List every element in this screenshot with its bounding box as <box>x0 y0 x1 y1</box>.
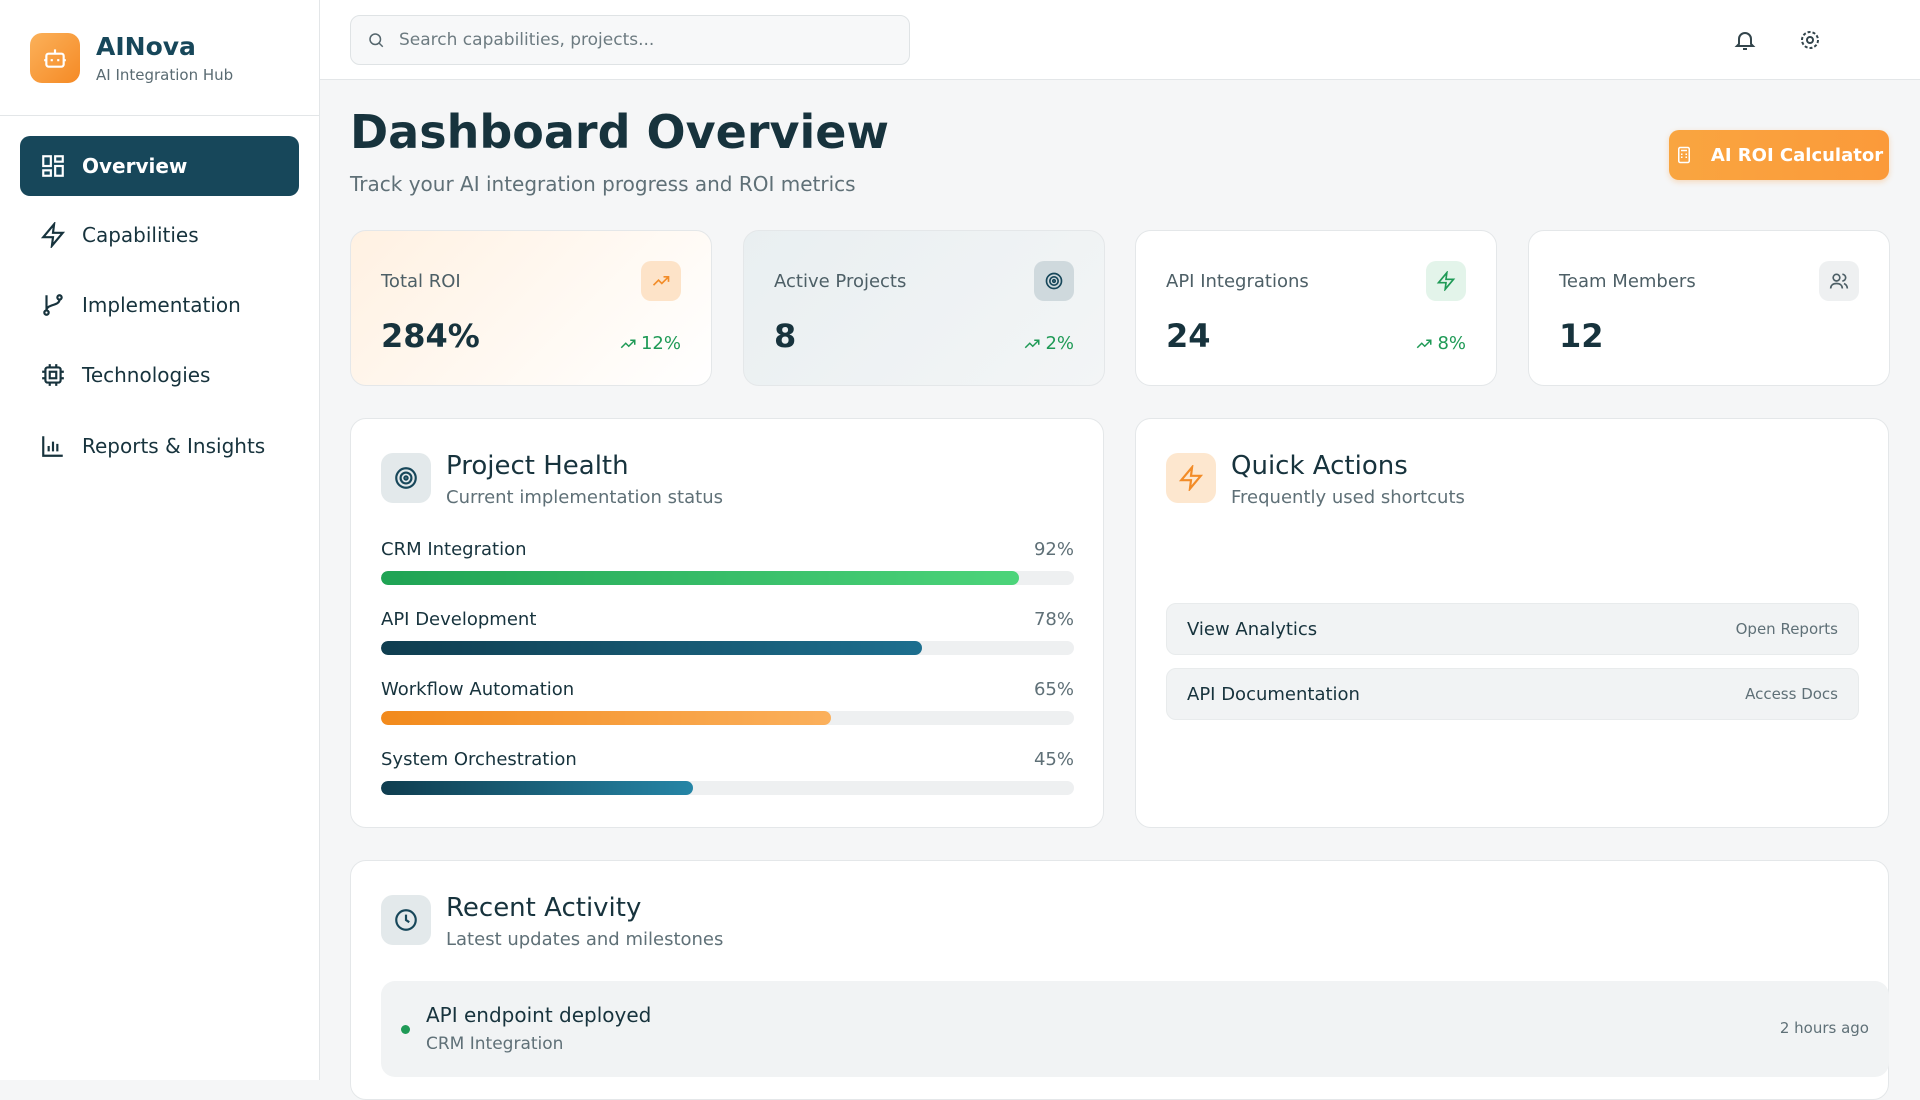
button-label: AI ROI Calculator <box>1710 144 1884 166</box>
panel-title: Project Health <box>446 451 629 481</box>
nav-item[interactable]: Implementation <box>20 275 299 335</box>
stat-card: Total ROI 284% 12% <box>350 230 712 386</box>
stat-icon <box>1034 261 1074 301</box>
progress-track <box>381 571 1074 585</box>
change-text: 12% <box>640 333 681 354</box>
panel-icon <box>381 895 431 945</box>
brand-tagline: AI Integration Hub <box>96 66 234 84</box>
sidebar: AINova AI Integration Hub Overview Capab… <box>0 0 320 1080</box>
progress-track <box>381 711 1074 725</box>
stat-value: 284% <box>381 317 480 355</box>
stat-value: 12 <box>1559 317 1604 355</box>
stat-label: API Integrations <box>1166 271 1309 292</box>
settings-icon[interactable] <box>1798 28 1822 52</box>
stat-card: Team Members 12 <box>1528 230 1890 386</box>
panel-title: Recent Activity <box>446 893 642 923</box>
stat-value: 8 <box>774 317 797 355</box>
activity-time: 2 hours ago <box>1779 1019 1869 1037</box>
stat-icon <box>1819 261 1859 301</box>
action-label: API Documentation <box>1187 683 1360 705</box>
progress-label: 65% <box>1033 679 1074 700</box>
nav-label: Implementation <box>82 293 241 317</box>
nav-label: Technologies <box>82 363 211 387</box>
search-placeholder: Search capabilities, projects... <box>399 30 655 50</box>
notification-icon[interactable] <box>1733 28 1757 52</box>
stat-label: Active Projects <box>774 271 907 292</box>
quick-action[interactable]: View Analytics Open Reports <box>1166 603 1859 655</box>
brand-name: AINova <box>96 32 196 61</box>
quick-action[interactable]: API Documentation Access Docs <box>1166 668 1859 720</box>
recent-activity-panel: Recent Activity Latest updates and miles… <box>350 860 1889 1100</box>
nav-label: Overview <box>82 154 188 178</box>
stat-change: 12% <box>619 333 681 354</box>
progress-label: 78% <box>1033 609 1074 630</box>
nav-label: Reports & Insights <box>82 434 266 458</box>
progress-row: Workflow Automation 65% <box>381 679 1074 729</box>
panel-title: Quick Actions <box>1231 451 1408 481</box>
nav-label: Capabilities <box>82 223 199 247</box>
progress-row: CRM Integration 92% <box>381 539 1074 589</box>
topbar: Search capabilities, projects... <box>320 0 1920 80</box>
progress-label: 92% <box>1033 539 1074 560</box>
search-box[interactable]: Search capabilities, projects... <box>350 15 910 65</box>
stat-card: API Integrations 24 8% <box>1135 230 1497 386</box>
project-health-panel: Project Health Current implementation st… <box>350 418 1104 828</box>
stat-card: Active Projects 8 2% <box>743 230 1105 386</box>
change-text: 2% <box>1045 333 1074 354</box>
panel-subtitle: Current implementation status <box>446 487 723 508</box>
progress-row: API Development 78% <box>381 609 1074 659</box>
change-text: 8% <box>1437 333 1466 354</box>
progress-name: System Orchestration <box>381 749 577 770</box>
activity-title: API endpoint deployed <box>426 1003 652 1027</box>
stat-label: Total ROI <box>381 271 461 292</box>
activity-item: API endpoint deployed CRM Integration 2 ho… <box>381 981 1889 1077</box>
action-label: View Analytics <box>1187 618 1318 640</box>
nav-item[interactable]: Technologies <box>20 345 299 405</box>
progress-bar <box>381 711 832 725</box>
nav-item[interactable]: Overview <box>20 136 299 196</box>
action-link: Access Docs <box>1745 685 1838 703</box>
activity-project: CRM Integration <box>426 1034 564 1054</box>
page-title: Dashboard Overview <box>350 105 889 159</box>
progress-name: CRM Integration <box>381 539 527 560</box>
progress-name: API Development <box>381 609 537 630</box>
stat-change: 8% <box>1415 333 1466 354</box>
stat-icon <box>1426 261 1466 301</box>
progress-track <box>381 641 1074 655</box>
progress-bar <box>381 641 922 655</box>
stat-value: 24 <box>1166 317 1211 355</box>
progress-name: Workflow Automation <box>381 679 575 700</box>
stat-icon <box>641 261 681 301</box>
status-dot <box>401 1025 410 1034</box>
panel-subtitle: Frequently used shortcuts <box>1231 487 1465 508</box>
stat-label: Team Members <box>1559 271 1696 292</box>
panel-subtitle: Latest updates and milestones <box>446 929 724 950</box>
panel-icon <box>381 453 431 503</box>
nav-item[interactable]: Capabilities <box>20 205 299 265</box>
logo <box>30 33 80 83</box>
page-subtitle: Track your AI integration progress and R… <box>350 172 856 196</box>
stat-change: 2% <box>1023 333 1074 354</box>
progress-bar <box>381 781 693 795</box>
quick-actions-panel: Quick Actions Frequently used shortcuts … <box>1135 418 1889 828</box>
nav-item[interactable]: Reports & Insights <box>20 416 299 476</box>
progress-bar <box>381 571 1019 585</box>
progress-label: 45% <box>1033 749 1074 770</box>
progress-track <box>381 781 1074 795</box>
panel-icon <box>1166 453 1216 503</box>
action-link: Open Reports <box>1735 620 1838 638</box>
roi-button[interactable]: AI ROI Calculator <box>1669 130 1889 180</box>
progress-row: System Orchestration 45% <box>381 749 1074 799</box>
divider <box>0 115 320 116</box>
